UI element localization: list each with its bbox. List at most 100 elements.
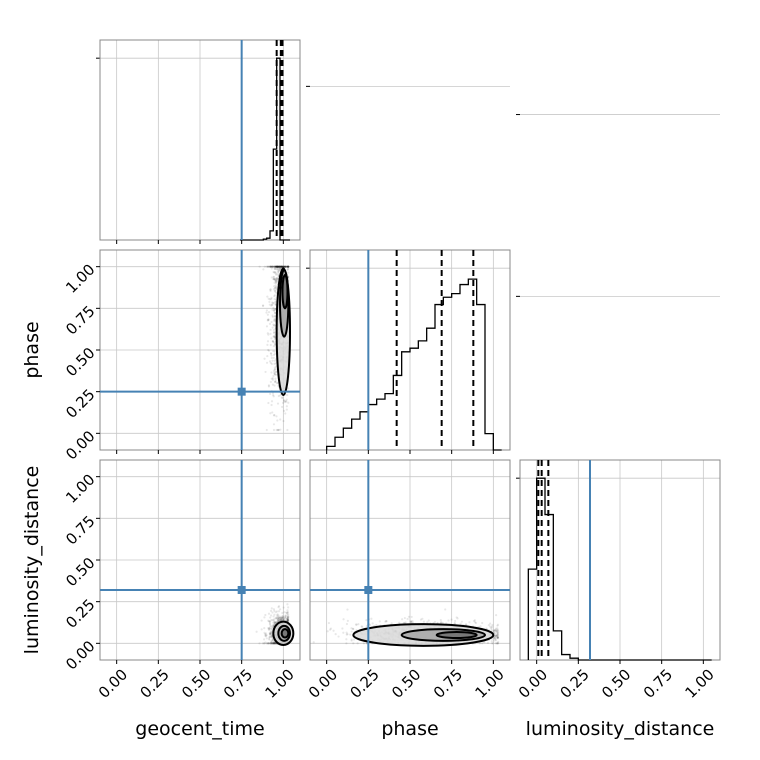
sample-point [276, 613, 279, 616]
sample-point [276, 617, 279, 620]
sample-point [274, 362, 277, 365]
sample-point [275, 285, 278, 288]
sample-point [272, 395, 275, 398]
sample-point [283, 400, 286, 403]
sample-point [270, 371, 273, 374]
sample-point [271, 378, 275, 381]
sample-point [306, 626, 308, 628]
sample-point [481, 621, 484, 625]
sample-point [272, 642, 275, 645]
sample-point [273, 336, 277, 339]
sample-point [283, 618, 286, 621]
sample-point [272, 414, 276, 417]
sample-point [263, 642, 266, 645]
x-tick-label: 0.75 [640, 666, 676, 702]
sample-point [496, 642, 500, 645]
sample-point [277, 619, 280, 623]
sample-point [274, 265, 278, 268]
sample-point [271, 638, 275, 641]
sample-point [275, 279, 278, 282]
sample-point [279, 618, 283, 622]
sample-point [268, 637, 271, 640]
sample-point [273, 307, 276, 311]
sample-point [272, 623, 275, 627]
sample-point [283, 400, 287, 404]
sample-point [332, 629, 335, 632]
sample-point [277, 618, 280, 621]
sample-point [280, 265, 283, 268]
sample-point [267, 318, 270, 321]
sample-point [268, 636, 271, 639]
sample-point [269, 624, 272, 627]
sample-point [496, 633, 499, 636]
panel-grid-1-0 [100, 250, 300, 450]
sample-point [273, 359, 276, 362]
sample-point [268, 633, 272, 636]
sample-point [274, 611, 277, 614]
sample-point [270, 362, 273, 366]
sample-point [273, 315, 276, 318]
sample-point [273, 373, 277, 376]
sample-point [266, 343, 269, 347]
sample-point [327, 621, 331, 625]
sample-point [493, 631, 496, 635]
sample-point [403, 616, 406, 620]
sample-point [267, 628, 270, 631]
sample-point [273, 642, 276, 645]
sample-point [280, 265, 283, 268]
sample-point [274, 265, 277, 268]
sample-point [271, 265, 274, 268]
sample-point [460, 620, 464, 623]
sample-point [275, 265, 279, 268]
sample-point [276, 272, 279, 276]
sample-point [427, 619, 430, 622]
sample-point [287, 616, 290, 619]
sample-point [264, 633, 267, 637]
sample-point [265, 361, 269, 364]
sample-point [329, 628, 332, 631]
sample-point [272, 624, 275, 627]
sample-point [287, 615, 290, 619]
sample-point [491, 625, 494, 628]
sample-point [283, 265, 286, 268]
sample-point [277, 428, 280, 432]
sample-point [265, 637, 268, 640]
sample-point [287, 265, 290, 268]
sample-point [439, 618, 442, 622]
sample-point [267, 319, 270, 322]
sample-point [280, 265, 283, 268]
sample-point [271, 377, 274, 380]
sample-point [350, 639, 353, 642]
x-tick-label: 0.50 [598, 666, 634, 702]
sample-point [269, 632, 272, 636]
sample-point [272, 306, 275, 310]
sample-point [274, 282, 278, 285]
sample-point [265, 325, 269, 328]
sample-point [283, 265, 287, 268]
sample-point [268, 628, 271, 632]
sample-point [273, 267, 276, 270]
sample-point [474, 621, 478, 625]
sample-point [268, 265, 271, 268]
sample-point [287, 265, 290, 268]
sample-point [262, 304, 265, 307]
sample-point [272, 265, 275, 268]
sample-point [410, 620, 413, 624]
sample-point [481, 642, 484, 645]
sample-point [496, 624, 499, 627]
sample-point [284, 265, 288, 268]
sample-point [274, 308, 277, 311]
sample-point [287, 619, 290, 622]
sample-point [439, 621, 443, 624]
sample-point [351, 627, 355, 630]
sample-point [286, 393, 289, 397]
sample-point [493, 636, 497, 639]
x-tick-label: 0.75 [220, 666, 256, 702]
sample-point [270, 635, 273, 638]
sample-point [400, 618, 404, 621]
sample-point [275, 265, 278, 268]
sample-point [497, 640, 500, 643]
sample-point [286, 619, 290, 622]
sample-point [277, 265, 281, 268]
sample-point [494, 629, 497, 632]
